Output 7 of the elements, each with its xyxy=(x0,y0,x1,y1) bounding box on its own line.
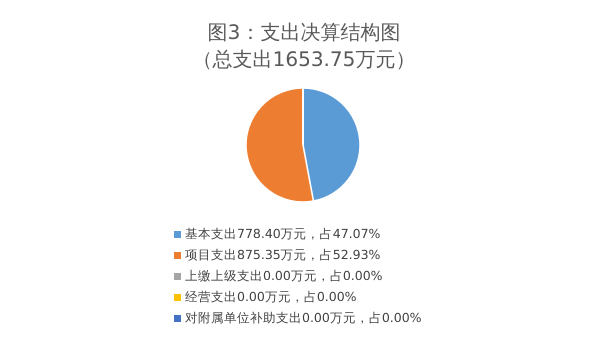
legend-label: 经营支出0.00万元，占0.00% xyxy=(185,289,357,304)
chart-title: 图3：支出决算结构图 xyxy=(208,20,400,44)
legend-label: 上缴上级支出0.00万元，占0.00% xyxy=(185,268,383,283)
legend-label: 项目支出875.35万元，占52.93% xyxy=(185,247,381,262)
legend-label: 对附属单位补助支出0.00万元，占0.00% xyxy=(185,310,422,325)
chart-subtitle: （总支出1653.75万元） xyxy=(192,47,416,71)
legend-label: 基本支出778.40万元，占47.07% xyxy=(185,226,381,241)
